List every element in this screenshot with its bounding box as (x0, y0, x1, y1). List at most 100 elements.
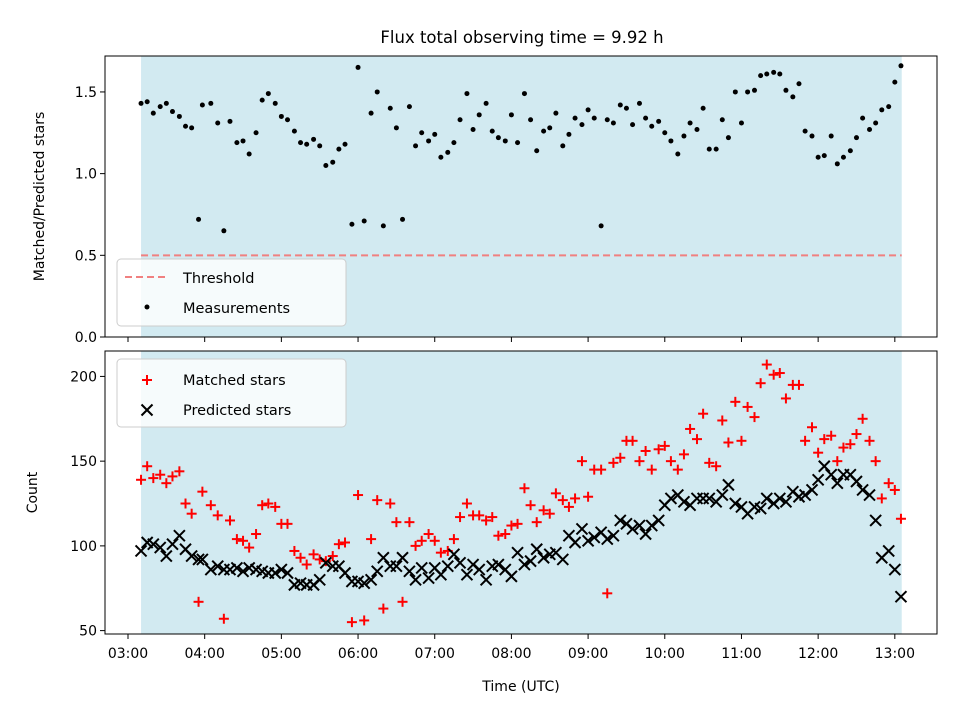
matched-star-point (251, 529, 262, 540)
predicted-star-point (856, 483, 869, 497)
measurement-point (330, 159, 336, 165)
predicted-star-point (377, 551, 390, 564)
predicted-star-point (492, 558, 505, 571)
measurement-point (725, 135, 731, 141)
matched-star-point (512, 518, 523, 529)
measurement-point (834, 161, 840, 167)
measurement-point (489, 128, 495, 134)
matched-star-point (263, 498, 274, 509)
measurement-point (176, 113, 182, 119)
matched-star-point (270, 501, 281, 512)
measurement-point (840, 154, 846, 160)
matched-star-point (327, 551, 338, 562)
predicted-star-point (729, 497, 742, 510)
measurement-point (675, 151, 681, 157)
predicted-star-point (633, 519, 646, 532)
matched-star-point (576, 456, 587, 467)
matched-star-point (155, 469, 166, 480)
measurement-point (713, 146, 719, 152)
matched-star-point (544, 508, 555, 519)
matched-star-point (634, 456, 645, 467)
matched-star-point (672, 464, 683, 475)
predicted-star-point (588, 531, 601, 544)
y-tick-label: 1.0 (75, 167, 97, 183)
measurement-point (521, 91, 527, 97)
matched-star-point (378, 603, 389, 614)
measurement-point (144, 99, 150, 105)
matched-star-point (723, 437, 734, 448)
x-tick-label: 07:00 (415, 646, 455, 662)
predicted-star-point (479, 573, 493, 586)
measurement-point (457, 117, 463, 123)
matched-star-point (205, 500, 216, 511)
legend: Threshold Measurements (116, 258, 347, 327)
measurement-points (138, 63, 904, 234)
predicted-star-point (371, 565, 384, 578)
matched-star-point (883, 478, 894, 489)
matched-star-point (761, 359, 772, 370)
measurement-point (636, 100, 642, 106)
y-tick-label: 0.5 (75, 248, 97, 264)
matched-star-point (685, 423, 696, 434)
measurement-point (361, 218, 367, 224)
measurement-point (278, 113, 284, 119)
legend-label: Matched stars (183, 373, 286, 389)
matched-star-point (851, 429, 862, 440)
matched-star-point (385, 498, 396, 509)
measurement-point (853, 135, 859, 141)
x-tick-label: 04:00 (185, 646, 225, 662)
matched-star-point (435, 547, 446, 558)
matched-star-point (870, 456, 881, 467)
x-axis-label: Time (UTC) (481, 679, 559, 695)
matched-star-point (826, 430, 837, 441)
measurement-point (802, 128, 808, 134)
matched-star-point (615, 452, 626, 463)
measurement-point (809, 133, 815, 139)
legend-predicted-swatch (140, 403, 154, 417)
y-tick-label: 50 (79, 624, 97, 640)
measurement-point (342, 141, 348, 147)
matched-star-point (359, 615, 370, 626)
matched-star-point (506, 520, 517, 531)
y-tick-label: 100 (70, 539, 97, 555)
matched-star-point (218, 613, 229, 624)
matched-star-point (455, 512, 466, 523)
y-tick-label: 1.5 (75, 85, 97, 101)
predicted-star-point (147, 537, 160, 551)
x-axis-ticks: 03:00 04:00 05:00 06:00 07:00 08:00 09:00 10:00… (108, 634, 915, 662)
measurement-point (630, 122, 636, 128)
predicted-star-point (357, 576, 371, 590)
measurement-point (579, 122, 585, 128)
matched-star-point (742, 401, 753, 412)
measurement-point (470, 127, 476, 133)
axes-frame (104, 55, 938, 338)
measurement-point (643, 115, 649, 121)
y-tick-label: 200 (70, 369, 97, 385)
matched-star-point (481, 515, 492, 526)
predicted-star-point (869, 514, 882, 527)
x-tick-label: 03:00 (108, 646, 148, 662)
matched-star-point (838, 442, 849, 453)
x-tick-label: 12:00 (798, 646, 838, 662)
matched-star-point (563, 501, 574, 512)
predicted-star-point (568, 536, 582, 549)
predicted-star-point (422, 571, 435, 585)
matched-star-point (807, 422, 818, 433)
matched-star-point (749, 412, 760, 423)
measurement-point (828, 133, 834, 139)
matched-stars-points (136, 359, 906, 628)
measurement-point (758, 73, 764, 79)
matched-star-point (500, 529, 511, 540)
predicted-star-point (760, 492, 773, 505)
predicted-star-point (754, 502, 767, 515)
matched-star-point (167, 471, 178, 482)
matched-star-point (410, 540, 421, 551)
matched-star-point (678, 449, 689, 460)
matched-star-point (596, 464, 607, 475)
matched-star-point (570, 493, 581, 504)
measurement-point (687, 120, 693, 126)
matched-star-point (602, 588, 613, 599)
measurement-point (751, 87, 757, 93)
predicted-star-point (403, 565, 416, 578)
measurement-point (272, 100, 278, 106)
